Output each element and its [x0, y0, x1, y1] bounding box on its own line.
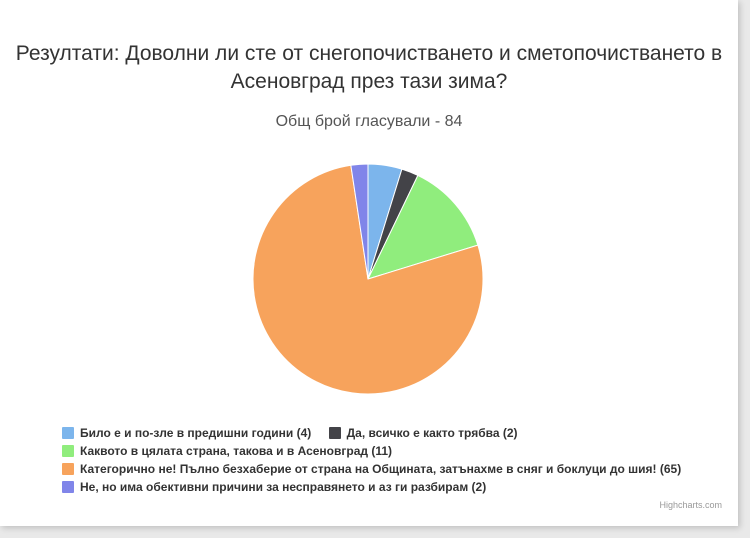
legend-row: Не, но има обективни причини за несправя…: [62, 478, 695, 496]
legend-label-2: Каквото в цялата страна, такова и в Асен…: [80, 444, 393, 458]
legend-swatch-3: [62, 463, 74, 475]
pie-slice-4[interactable]: [350, 163, 369, 280]
chart-container: Резултати: Доволни ли сте от снегопочист…: [0, 0, 738, 526]
legend-swatch-2: [62, 445, 74, 457]
legend-swatch-4: [62, 481, 74, 493]
legend-label-1: Да, всичко е както трябва (2): [346, 426, 518, 440]
legend-item-2[interactable]: Каквото в цялата страна, такова и в Асен…: [62, 442, 392, 460]
legend-swatch-1: [328, 427, 341, 439]
legend-row: Било е и по-зле в предишни години (4) Да…: [62, 424, 695, 442]
credits-link[interactable]: Highcharts.com: [659, 500, 722, 510]
legend-item-0[interactable]: Било е и по-зле в предишни години (4): [62, 424, 311, 442]
legend-swatch-0: [62, 427, 74, 439]
legend-item-1[interactable]: Да, всичко е както трябва (2): [328, 424, 518, 442]
chart-subtitle: Общ брой гласували - 84: [275, 113, 463, 130]
legend-label-4: Не, но има обективни причини за несправя…: [80, 480, 487, 494]
legend-item-4[interactable]: Не, но има обективни причини за несправя…: [62, 478, 486, 496]
legend-label-3: Категорично не! Пълно безхаберие от стра…: [80, 462, 682, 476]
legend-item-3[interactable]: Категорично не! Пълно безхаберие от стра…: [62, 460, 681, 478]
legend-row: Категорично не! Пълно безхаберие от стра…: [62, 460, 695, 478]
pie-chart: [252, 163, 484, 395]
legend-label-0: Било е и по-зле в предишни години (4): [80, 426, 312, 440]
chart-title: Резултати: Доволни ли сте от снегопочист…: [15, 42, 723, 93]
chart-legend: Било е и по-зле в предишни години (4) Да…: [62, 424, 695, 496]
pie-slice-3[interactable]: [252, 164, 484, 395]
legend-row: Каквото в цялата страна, такова и в Асен…: [62, 442, 695, 460]
